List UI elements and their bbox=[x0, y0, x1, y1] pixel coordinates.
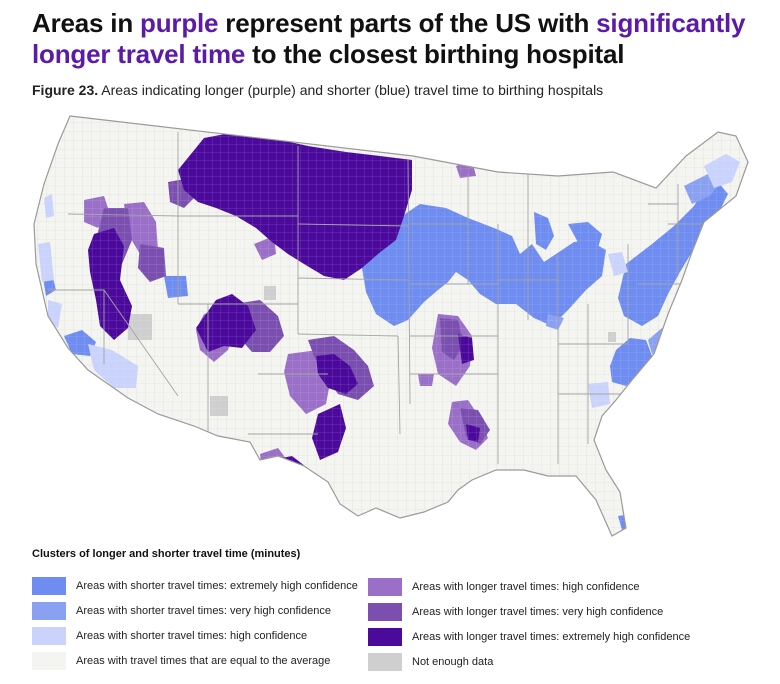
legend-swatch bbox=[32, 627, 66, 645]
legend-swatch bbox=[32, 577, 66, 595]
legend-label: Areas with shorter travel times: very hi… bbox=[76, 605, 331, 617]
legend-label: Not enough data bbox=[412, 656, 494, 668]
legend-label: Areas with shorter travel times: extreme… bbox=[76, 580, 358, 592]
legend-label: Areas with longer travel times: very hig… bbox=[412, 606, 664, 618]
legend-label: Areas with longer travel times: high con… bbox=[412, 581, 640, 593]
legend-swatch bbox=[32, 652, 66, 670]
legend-item-longer-extremely-high: Areas with longer travel times: extremel… bbox=[368, 627, 690, 647]
us-travel-time-map bbox=[33, 115, 749, 537]
legend-swatch bbox=[368, 603, 402, 621]
legend-swatch bbox=[368, 628, 402, 646]
legend-swatch bbox=[368, 578, 402, 596]
legend-item-shorter-extremely-high: Areas with shorter travel times: extreme… bbox=[32, 576, 358, 596]
legend-item-longer-high: Areas with longer travel times: high con… bbox=[368, 577, 639, 597]
legend-item-not-enough-data: Not enough data bbox=[368, 652, 493, 672]
legend-label: Areas with shorter travel times: high co… bbox=[76, 630, 308, 642]
legend-label: Areas with travel times that are equal t… bbox=[76, 655, 331, 667]
legend-item-longer-very-high: Areas with longer travel times: very hig… bbox=[368, 602, 663, 622]
legend-item-average: Areas with travel times that are equal t… bbox=[32, 651, 330, 671]
legend-label: Areas with longer travel times: extremel… bbox=[412, 631, 691, 643]
legend-item-shorter-high: Areas with shorter travel times: high co… bbox=[32, 626, 307, 646]
state-borders bbox=[48, 132, 718, 464]
legend-item-shorter-very-high: Areas with shorter travel times: very hi… bbox=[32, 601, 331, 621]
figure-caption: Figure 23. Areas indicating longer (purp… bbox=[32, 82, 604, 98]
legend-swatch bbox=[368, 653, 402, 671]
legend-title: Clusters of longer and shorter travel ti… bbox=[32, 548, 301, 560]
legend-swatch bbox=[32, 602, 66, 620]
headline: Areas in purple represent parts of the U… bbox=[32, 8, 746, 69]
